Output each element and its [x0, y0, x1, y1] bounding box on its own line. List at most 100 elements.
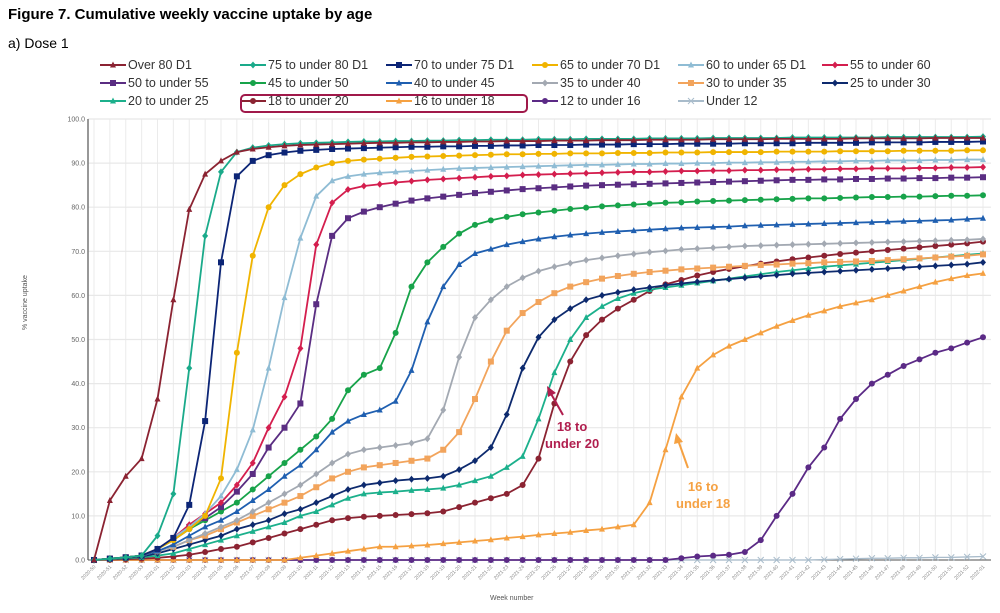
data-point [614, 288, 621, 296]
data-point [662, 136, 669, 143]
data-point [329, 199, 336, 207]
data-point [186, 501, 193, 508]
data-point [964, 252, 971, 259]
data-point [821, 268, 828, 276]
data-point [646, 168, 653, 176]
data-point [688, 80, 694, 86]
data-point [233, 481, 240, 489]
x-tick-label: 2021-33 [652, 564, 669, 581]
data-point [964, 147, 971, 154]
data-point [376, 204, 383, 211]
data-point [503, 557, 510, 563]
data-point [345, 468, 351, 475]
legend-item: 65 to under 70 D1 [532, 58, 660, 72]
annotation-arrow-18-to-under-20 [547, 386, 564, 416]
data-point [170, 296, 177, 303]
data-point [709, 556, 717, 564]
data-point [694, 265, 701, 272]
data-point [233, 499, 240, 506]
data-point [487, 137, 494, 144]
data-point [932, 138, 939, 145]
data-point [472, 250, 478, 257]
data-point [376, 169, 383, 176]
data-point [472, 313, 478, 321]
data-point [837, 157, 844, 164]
data-point [551, 162, 558, 169]
data-point [916, 193, 923, 200]
data-point [265, 444, 272, 451]
data-point [678, 149, 685, 156]
data-point [154, 545, 161, 552]
data-point [678, 246, 685, 254]
data-point [662, 557, 669, 563]
data-point [186, 364, 193, 372]
data-point [233, 556, 240, 563]
data-point [567, 205, 574, 212]
data-point [281, 530, 288, 537]
data-point [964, 134, 971, 141]
data-point [614, 227, 621, 234]
data-point [329, 232, 336, 239]
legend-label: 75 to under 80 D1 [268, 58, 369, 72]
data-point [281, 510, 288, 518]
data-point [688, 61, 694, 68]
data-point [542, 79, 548, 87]
data-point [487, 557, 494, 563]
data-point [726, 243, 732, 251]
data-point [424, 176, 431, 184]
data-point [424, 557, 431, 563]
x-tick-label: 2021-09 [271, 564, 288, 581]
data-point [964, 260, 971, 268]
data-point [535, 185, 542, 192]
legend-swatch-icon [678, 61, 704, 68]
data-point [726, 159, 732, 166]
legend-label: 12 to under 16 [560, 94, 641, 108]
data-point [662, 281, 669, 289]
data-point [599, 254, 605, 262]
series-over-80-d1 [91, 134, 986, 563]
data-point [202, 530, 209, 538]
data-point [980, 334, 986, 341]
data-point [726, 275, 732, 283]
data-point [567, 137, 574, 144]
annotation-line1: 18 to [556, 419, 588, 434]
data-point [313, 557, 320, 563]
data-point [440, 446, 447, 453]
y-tick-label: 50.0 [71, 337, 85, 344]
data-point [233, 532, 240, 539]
data-point [233, 349, 240, 356]
data-point [281, 556, 288, 563]
data-point [710, 264, 717, 271]
data-point [503, 327, 510, 334]
legend-swatch-icon [532, 98, 558, 104]
data-point [218, 556, 224, 563]
x-tick-label: 2021-13 [334, 564, 351, 581]
data-point [821, 263, 828, 270]
x-tick-label: 2021-06 [223, 564, 240, 581]
data-point [630, 141, 637, 148]
data-point [392, 397, 399, 404]
data-point [694, 272, 701, 279]
data-point [599, 141, 605, 148]
data-point [424, 485, 431, 492]
data-point [741, 135, 748, 142]
data-point [519, 186, 526, 193]
data-point [472, 221, 478, 228]
data-point [424, 541, 431, 548]
data-point [456, 557, 463, 563]
data-point [345, 417, 351, 424]
data-point [583, 169, 590, 177]
data-point [773, 261, 780, 268]
data-point [360, 139, 367, 146]
data-point [853, 134, 859, 141]
legend-label: 45 to under 50 [268, 76, 349, 90]
data-point [662, 247, 669, 255]
x-tick-label: 2020-52 [112, 564, 129, 581]
x-tick-label: 2021-30 [604, 564, 621, 581]
data-point [599, 161, 605, 168]
data-point [678, 266, 685, 273]
data-point [249, 507, 256, 515]
data-point [281, 182, 288, 189]
data-point [884, 264, 891, 272]
